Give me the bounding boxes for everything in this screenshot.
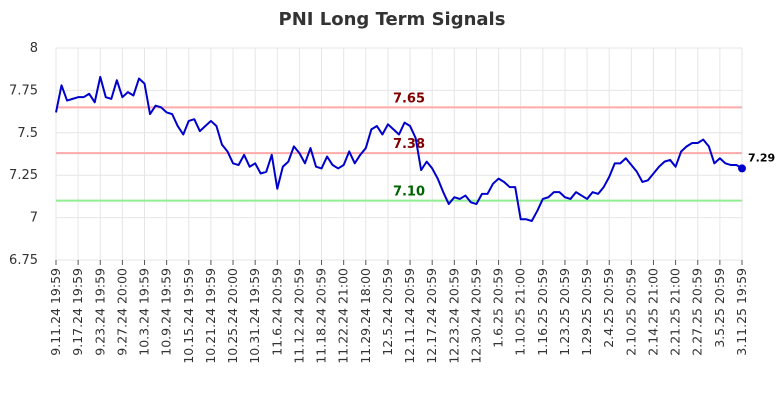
chart-title: PNI Long Term Signals (279, 9, 506, 30)
y-tick-label: 6.75 (9, 253, 38, 268)
x-tick-label: 3.5.25 20:59 (712, 268, 727, 348)
x-tick-label: 11.18.24 20:59 (314, 268, 329, 364)
x-tick-label: 9.11.24 19:59 (48, 268, 63, 356)
x-tick-label: 1.16.25 20:59 (535, 268, 550, 356)
y-tick-label: 7.75 (9, 83, 38, 98)
x-tick-label: 12.30.24 20:59 (468, 268, 483, 364)
axes: 6.75 7 7.25 7.5 7.75 8 9.11.24 19:59 9.17.24 19… (9, 41, 749, 364)
reference-lines: 7.65 7.38 7.10 (56, 91, 742, 202)
reference-label-7.10: 7.10 (393, 185, 425, 200)
x-tick-label: 2.27.25 20:59 (690, 268, 705, 356)
x-tick-label: 10.15.24 19:59 (181, 268, 196, 364)
x-tick-label: 2.21.25 21:00 (668, 268, 683, 356)
reference-label-7.38: 7.38 (393, 137, 425, 152)
x-tick-label: 10.9.24 19:59 (159, 268, 174, 356)
last-point-marker (738, 164, 746, 173)
last-value-label: 7.29 (748, 151, 775, 164)
x-tick-label: 2.10.25 20:59 (623, 268, 638, 356)
price-line (55, 75, 743, 222)
x-tick-label: 1.29.25 20:59 (579, 268, 594, 356)
x-tick-label: 2.4.25 20:59 (601, 268, 616, 348)
x-tick-label: 11.29.24 18:00 (358, 268, 373, 364)
x-tick-label: 12.11.24 20:59 (402, 268, 417, 364)
x-tick-label: 3.11.25 19:59 (734, 268, 749, 356)
reference-label-7.65: 7.65 (393, 91, 425, 106)
x-tick-label: 1.10.25 21:00 (513, 268, 528, 356)
y-tick-label: 7 (30, 211, 38, 226)
x-tick-label: 1.23.25 20:59 (557, 268, 572, 356)
y-tick-label: 7.25 (9, 168, 38, 183)
x-tick-label: 11.22.24 21:00 (336, 268, 351, 364)
x-tick-label: 12.23.24 20:59 (446, 268, 461, 364)
y-tick-label: 8 (30, 41, 38, 56)
x-tick-label: 10.25.24 20:00 (225, 268, 240, 364)
x-tick-label: 12.5.24 20:59 (380, 268, 395, 356)
x-tick-label: 12.17.24 20:59 (424, 268, 439, 364)
x-tick-label: 11.6.24 20:59 (269, 268, 284, 356)
x-tick-label: 9.17.24 19:59 (70, 268, 85, 356)
x-tick-label: 9.27.24 20:00 (114, 268, 129, 356)
x-tick-label: 2.14.25 21:00 (645, 268, 660, 356)
y-tick-label: 7.5 (17, 126, 38, 141)
x-tick-label: 9.23.24 19:59 (92, 268, 107, 356)
x-tick-label: 10.21.24 19:59 (203, 268, 218, 364)
x-tick-label: 10.31.24 19:59 (247, 268, 262, 364)
series-layer: 7.29 (55, 75, 775, 222)
x-tick-label: 10.3.24 19:59 (137, 268, 152, 356)
x-tick-label: 11.12.24 20:59 (291, 268, 306, 364)
x-tick-label: 1.6.25 20:59 (491, 268, 506, 348)
